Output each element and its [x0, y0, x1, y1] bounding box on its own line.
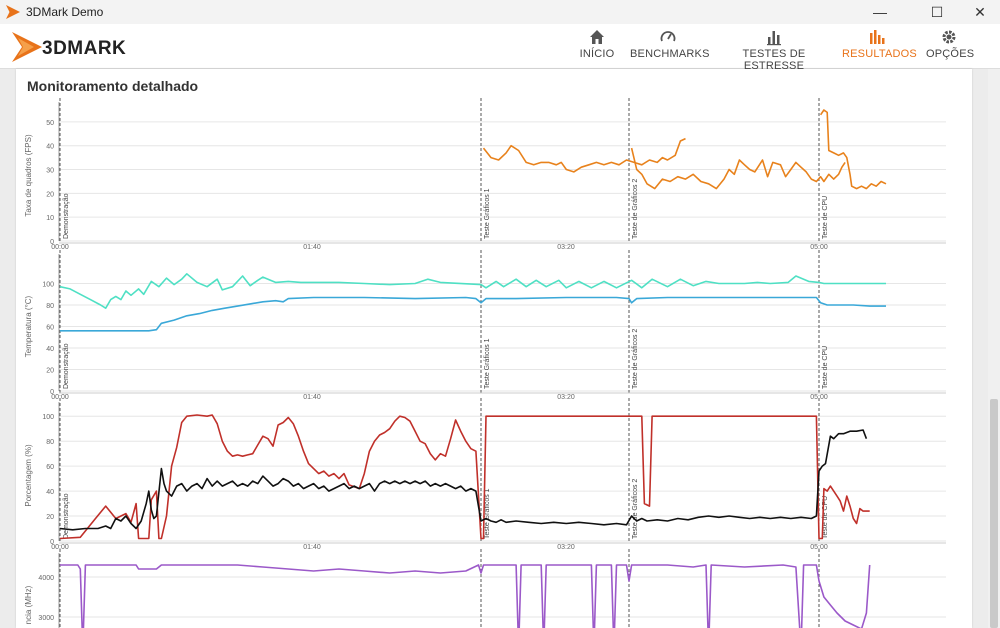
series-line: [59, 429, 868, 531]
y-tick-label: 20: [46, 191, 54, 198]
logo-arrow-inner-icon: [18, 38, 34, 56]
x-tick-label: 00:00: [51, 544, 69, 551]
x-tick-label: 05:00: [810, 244, 828, 251]
x-tick-label: 03:20: [557, 244, 575, 251]
phase-marker-label: Demonstração: [63, 193, 70, 239]
y-tick-label: 0: [50, 389, 54, 396]
y-tick-label: 0: [50, 239, 54, 246]
y-tick-label: 80: [46, 439, 54, 446]
series-line: [59, 414, 870, 540]
phase-marker-label: Teste de CPU: [822, 196, 829, 239]
series-line: [482, 137, 686, 173]
x-tick-label: 01:40: [303, 244, 321, 251]
app-logo-icon: [6, 5, 20, 19]
series-line: [60, 564, 871, 628]
results-icon: [870, 30, 885, 44]
y-tick-label: 4000: [38, 575, 54, 582]
y-tick-label: 3000: [38, 615, 54, 622]
y-axis-label: Taxa de quadros (FPS): [24, 134, 33, 217]
y-tick-label: 40: [46, 489, 54, 496]
series-line: [819, 109, 887, 190]
series-line: [630, 147, 846, 190]
brand-logo[interactable]: 3DMARK: [12, 30, 162, 64]
phase-marker-label: Teste de Gráficos 2: [632, 329, 639, 389]
phase-marker-label: Teste de CPU: [822, 346, 829, 389]
monitoring-panel: Monitoramento detalhado 0 10 20 30 40 50 Taxa …: [16, 69, 972, 628]
x-tick-label: 01:40: [303, 544, 321, 551]
y-tick-label: 80: [46, 303, 54, 310]
gear-icon: [942, 30, 956, 44]
bars-icon: [767, 31, 781, 46]
scrollbar-thumb[interactable]: [990, 399, 998, 628]
nav-testes-de-estresse[interactable]: TESTES DE ESTRESSE: [720, 28, 828, 72]
close-button[interactable]: ✕: [974, 4, 986, 20]
nav-label: BENCHMARKS: [630, 48, 710, 60]
gauge-icon: [660, 31, 676, 42]
section-title: Monitoramento detalhado: [27, 78, 199, 94]
y-axis-label: Porcentagem (%): [24, 444, 33, 507]
top-navigation: 3DMARK INÍCIO BENCHMARKS TESTES DE ESTRE…: [0, 24, 1000, 72]
window-title: 3DMark Demo: [26, 5, 104, 19]
logo-text: 3DMARK: [42, 38, 126, 59]
y-tick-label: 20: [46, 368, 54, 375]
phase-marker-label: Teste de Gráficos 2: [632, 479, 639, 539]
series-line: [60, 296, 886, 332]
phase-marker-label: Demonstração: [63, 493, 70, 539]
window-titlebar: 3DMark Demo — ☐ ✕: [0, 0, 1000, 24]
y-tick-label: 100: [42, 414, 54, 421]
y-tick-label: 10: [46, 215, 54, 222]
y-tick-label: 40: [46, 346, 54, 353]
y-tick-label: 60: [46, 325, 54, 332]
x-tick-label: 05:00: [810, 544, 828, 551]
x-tick-label: 00:00: [51, 244, 69, 251]
phase-marker-label: Teste de Gráficos 2: [632, 179, 639, 239]
y-axis-label: Temperatura (°C): [24, 295, 33, 357]
x-tick-label: 00:00: [51, 394, 69, 401]
y-tick-label: 40: [46, 144, 54, 151]
x-tick-label: 03:20: [557, 544, 575, 551]
nav-benchmarks[interactable]: BENCHMARKS: [630, 28, 710, 66]
y-tick-label: 30: [46, 168, 54, 175]
home-icon: [590, 30, 604, 44]
maximize-button[interactable]: ☐: [930, 4, 944, 20]
phase-marker-label: Teste Gráficos 1: [484, 488, 491, 539]
nav-label: INÍCIO: [579, 48, 615, 60]
x-tick-label: 01:40: [303, 394, 321, 401]
x-tick-label: 05:00: [810, 394, 828, 401]
nav-inicio[interactable]: INÍCIO: [577, 28, 617, 66]
phase-marker-label: Teste de CPU: [822, 496, 829, 539]
y-tick-label: 60: [46, 464, 54, 471]
x-tick-label: 03:20: [557, 394, 575, 401]
y-axis-label: ncia (MHz): [24, 585, 33, 624]
y-tick-label: 20: [46, 514, 54, 521]
nav-resultados[interactable]: RESULTADOS: [842, 28, 917, 66]
y-tick-label: 50: [46, 120, 54, 127]
nav-label: OPÇÕES: [926, 48, 975, 60]
monitoring-charts: 0 10 20 30 40 50 Taxa de quadros (FPS) Demonstr…: [24, 98, 946, 628]
phase-marker-label: Demonstração: [63, 343, 70, 389]
vertical-scrollbar[interactable]: [988, 69, 1000, 628]
phase-marker-label: Teste Gráficos 1: [484, 188, 491, 239]
nav-label: RESULTADOS: [842, 48, 917, 60]
series-line: [59, 273, 886, 309]
nav-opcoes[interactable]: OPÇÕES: [926, 28, 975, 66]
y-tick-label: 100: [42, 282, 54, 289]
y-tick-label: 0: [50, 539, 54, 546]
minimize-button[interactable]: —: [873, 4, 887, 20]
phase-marker-label: Teste Gráficos 1: [484, 338, 491, 389]
